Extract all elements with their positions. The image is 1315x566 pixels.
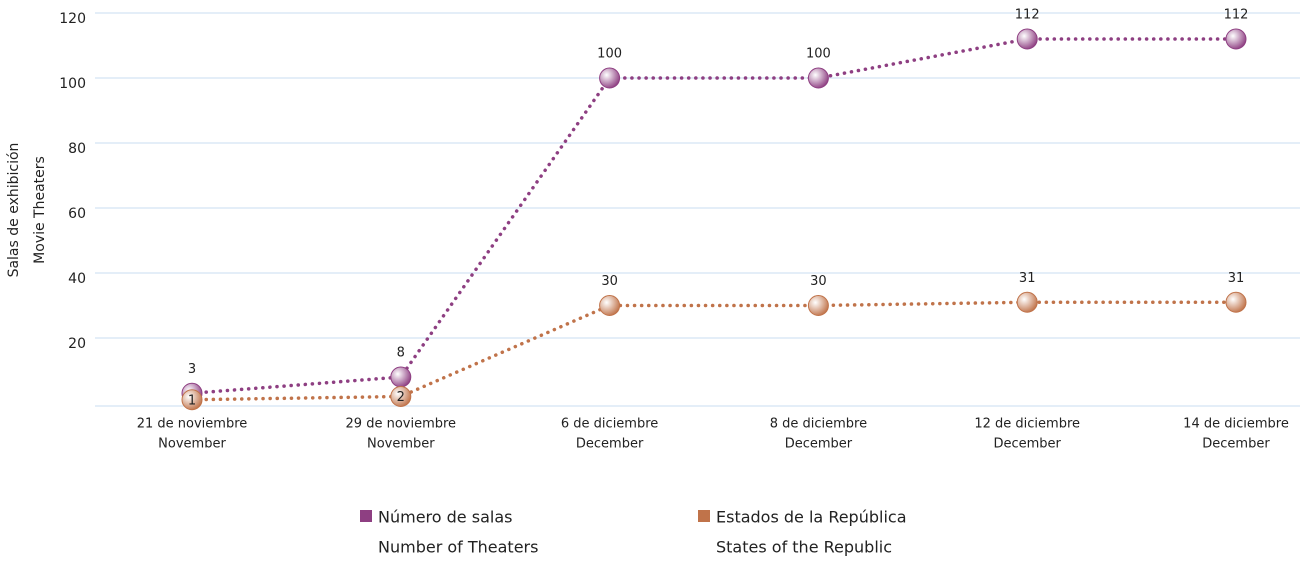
legend-swatch bbox=[698, 510, 710, 522]
legend-swatch bbox=[360, 510, 372, 522]
series-line bbox=[190, 300, 1238, 402]
point bbox=[1016, 28, 1038, 50]
x-tick-label: 12 de diciembre bbox=[974, 417, 1080, 432]
point bbox=[181, 389, 203, 411]
data-label: 100 bbox=[597, 47, 622, 62]
y-tick-label: 40 bbox=[68, 271, 86, 287]
data-label: 31 bbox=[1228, 271, 1245, 286]
point bbox=[599, 295, 621, 316]
y-tick-label: 120 bbox=[59, 11, 86, 27]
x-tick-label: 6 de diciembre bbox=[561, 417, 658, 432]
legend-label: Número de salas bbox=[378, 508, 512, 527]
y-axis-label: Movie Theaters bbox=[32, 156, 48, 264]
data-label: 112 bbox=[1224, 8, 1249, 23]
x-tick-label: 21 de noviembre bbox=[137, 417, 248, 432]
y-tick-label: 60 bbox=[68, 206, 86, 222]
legend-label: Estados de la República bbox=[716, 508, 907, 527]
y-tick-label: 100 bbox=[59, 76, 86, 92]
x-tick-label: 14 de diciembre bbox=[1183, 417, 1289, 432]
data-label: 112 bbox=[1015, 8, 1040, 23]
point bbox=[599, 67, 621, 89]
y-axis-label: Salas de exhibición bbox=[6, 143, 22, 278]
data-label: 31 bbox=[1019, 271, 1036, 286]
point bbox=[807, 295, 829, 316]
x-tick-label: December bbox=[1202, 437, 1270, 452]
y-tick-label: 20 bbox=[68, 336, 86, 352]
data-label: 30 bbox=[601, 274, 618, 289]
x-tick-label: 8 de diciembre bbox=[770, 417, 867, 432]
y-tick-label: 80 bbox=[68, 141, 86, 157]
data-label: 1 bbox=[188, 393, 196, 408]
data-label: 30 bbox=[810, 274, 827, 289]
data-label: 8 bbox=[397, 346, 405, 361]
legend-label: States of the Republic bbox=[716, 538, 892, 557]
x-tick-label: December bbox=[785, 437, 853, 452]
point bbox=[390, 386, 412, 407]
x-tick-label: 29 de noviembre bbox=[346, 417, 457, 432]
point bbox=[1016, 291, 1038, 313]
x-tick-label: November bbox=[158, 437, 226, 452]
point bbox=[1225, 291, 1247, 313]
legend-label: Number of Theaters bbox=[378, 538, 538, 557]
x-tick-label: November bbox=[367, 437, 435, 452]
data-label: 2 bbox=[397, 390, 405, 405]
point bbox=[1225, 28, 1247, 50]
point bbox=[807, 67, 829, 89]
x-tick-label: December bbox=[993, 437, 1061, 452]
series-line bbox=[190, 37, 1238, 395]
data-label: 100 bbox=[806, 47, 831, 62]
x-tick-label: December bbox=[576, 437, 644, 452]
data-label: 3 bbox=[188, 362, 196, 377]
point bbox=[390, 366, 412, 388]
